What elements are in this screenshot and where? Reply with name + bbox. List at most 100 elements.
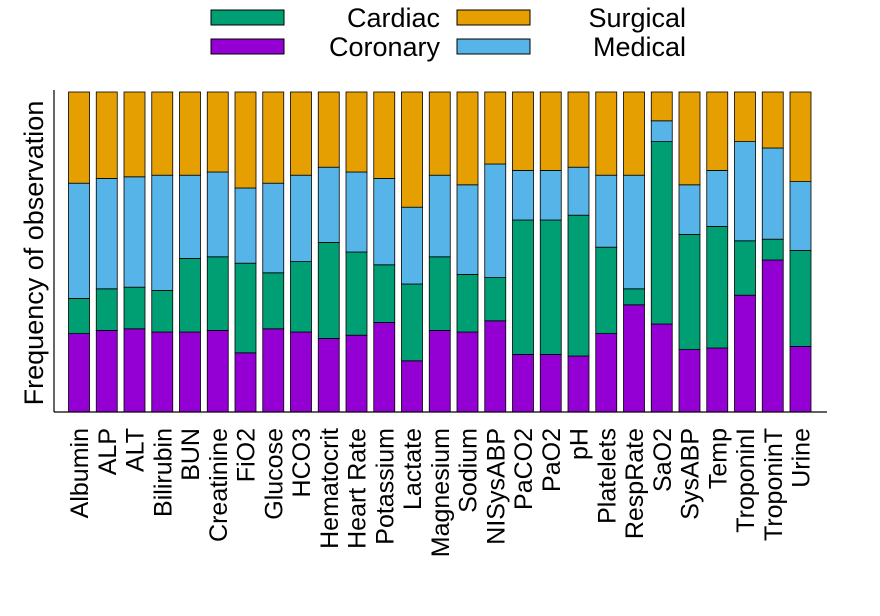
bar-segment-cardiac-ph [567,214,590,357]
x-tick-label-potassium: Potassium [371,428,399,545]
bar-segment-surgical-heart-rate [345,91,368,173]
bar-segment-cardiac-sao2 [650,141,673,325]
x-tick-label-hematocrit: Hematocrit [316,428,344,549]
bar-segment-cardiac-hematocrit [317,241,340,339]
x-tick-label-heart-rate: Heart Rate [344,428,372,549]
bar-segment-medical-glucose [262,182,285,274]
bar-segment-medical-pao2 [539,169,562,221]
bar-segment-medical-creatinine [206,171,229,258]
bar-segment-medical-alp [95,177,118,290]
x-tick-label-pao2: PaO2 [538,428,566,492]
bar-segment-medical-alt [123,176,146,288]
x-tick-label-sysabp: SysABP [677,428,705,520]
bar-segment-cardiac-creatinine [206,256,229,331]
bar-segment-medical-bilirubin [151,174,174,291]
bar-segment-cardiac-alt [123,286,146,330]
x-tick-label-paco2: PaCO2 [510,428,538,510]
legend: Cardiac Surgical Coronary Medical [210,3,686,62]
x-tick-label-alt: ALT [122,428,150,472]
bar-segment-surgical-sodium [456,91,479,186]
bar-segment-coronary-nisysabp [484,320,507,413]
bar-segment-surgical-lactate [401,91,423,208]
bar-segment-cardiac-hco3 [290,261,312,333]
bar-segment-surgical-albumin [68,91,90,184]
bar-segment-surgical-glucose [262,91,285,184]
bar-segment-medical-fio2 [234,187,257,264]
bar-segment-coronary-ph [567,355,590,413]
x-tick-label-albumin: Albumin [66,428,94,518]
bar-segment-surgical-creatinine [206,91,229,173]
bar-segment-cardiac-bilirubin [151,289,174,333]
bar-segment-cardiac-troponini [734,240,756,296]
legend-swatch-medical [456,38,531,55]
x-tick-label-urine: Urine [788,428,816,488]
bar-segment-coronary-temp [706,347,729,413]
bar-segment-medical-lactate [401,206,423,285]
bar-segment-surgical-pao2 [539,91,562,171]
bar-segment-cardiac-pao2 [539,219,562,355]
bar-segment-surgical-bilirubin [151,91,174,176]
bar-segment-coronary-magnesium [428,329,451,413]
legend-label-cardiac: Cardiac [347,3,440,33]
legend-swatch-coronary [210,38,285,55]
bar-segment-medical-sao2 [650,120,673,143]
x-tick-label-troponini: TroponinI [732,428,760,533]
bar-segment-cardiac-fio2 [234,262,257,354]
bar-segment-surgical-alp [95,91,118,179]
bar-segment-medical-albumin [68,182,90,299]
bar-segment-surgical-troponini [734,91,756,142]
legend-swatch-surgical [456,9,531,26]
bar-segment-surgical-paco2 [512,91,534,171]
x-tick-label-resprate: RespRate [621,428,649,539]
bar-segment-medical-hematocrit [317,166,340,243]
bar-segment-surgical-bun [179,91,201,176]
bar-segment-medical-nisysabp [484,163,507,278]
x-tick-label-temp: Temp [704,428,732,489]
bar-segment-cardiac-platelets [595,246,618,334]
bar-segment-coronary-bun [179,331,201,413]
bar-segment-cardiac-troponint [761,238,784,261]
x-tick-label-platelets: Platelets [593,428,621,524]
bar-segment-coronary-troponini [734,294,756,413]
bar-segment-coronary-glucose [262,328,285,413]
x-tick-label-bun: BUN [177,428,205,481]
x-tick-label-creatinine: Creatinine [205,428,233,542]
bar-segment-cardiac-glucose [262,272,285,330]
x-tick-label-troponint: TroponinT [760,428,788,541]
bar-segment-surgical-hco3 [290,91,312,176]
bar-segment-coronary-sao2 [650,323,673,413]
bar-segment-cardiac-urine [789,249,812,347]
bar-segment-medical-sodium [456,184,479,275]
x-tick-label-ph: pH [566,428,594,460]
bar-segment-surgical-ph [567,91,590,168]
bar-segment-medical-magnesium [428,174,451,258]
bar-segment-surgical-fio2 [234,91,257,189]
bar-segment-coronary-albumin [68,333,90,413]
bar-segment-medical-heart-rate [345,171,368,253]
legend-label-medical: Medical [593,32,686,62]
bar-segment-surgical-alt [123,91,146,178]
bar-segment-medical-urine [789,181,812,251]
x-tick-label-nisysabp: NISysABP [482,428,510,545]
bar-segment-surgical-nisysabp [484,91,507,165]
bar-segment-coronary-creatinine [206,329,229,413]
bar-segment-cardiac-lactate [401,283,423,362]
bar-segment-medical-potassium [373,177,396,266]
bar-segment-surgical-hematocrit [317,91,340,168]
bar-segment-medical-platelets [595,174,618,248]
bar-segment-cardiac-paco2 [512,219,534,355]
x-tick-label-hco3: HCO3 [288,428,316,497]
bar-segment-coronary-hematocrit [317,337,340,413]
bar-segment-cardiac-resprate [623,288,645,306]
bar-segment-cardiac-sysabp [678,233,701,350]
bar-segment-coronary-alp [95,329,118,413]
y-axis-title: Frequency of observation [19,101,49,406]
bar-segment-coronary-sysabp [678,349,701,413]
x-tick-label-glucose: Glucose [260,428,288,520]
bar-segment-coronary-hco3 [290,331,312,413]
bar-segment-coronary-heart-rate [345,334,368,413]
bar-segment-medical-temp [706,169,729,227]
bar-segment-cardiac-temp [706,225,729,349]
legend-swatch-cardiac [210,9,285,26]
bar-segment-coronary-sodium [456,331,479,413]
